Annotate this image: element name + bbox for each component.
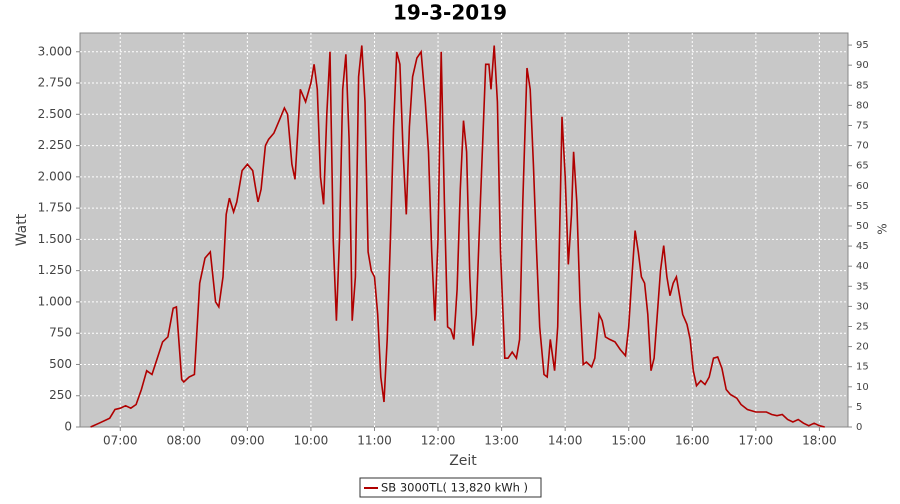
y-axis-label: Watt [14, 213, 30, 246]
x-tick-label: 16:00 [675, 434, 710, 448]
y2-tick-label: 10 [856, 382, 869, 393]
y2-tick-label: 85 [856, 80, 869, 91]
y-tick-label: 500 [49, 357, 72, 371]
chart-title: 19-3-2019 [393, 1, 507, 25]
y-tick-label: 250 [49, 388, 72, 402]
y-tick-label: 750 [49, 326, 72, 340]
y-tick-label: 3.000 [38, 44, 72, 58]
x-tick-label: 09:00 [230, 434, 265, 448]
y2-tick-label: 95 [856, 40, 869, 51]
x-tick-label: 11:00 [357, 434, 392, 448]
x-tick-label: 14:00 [548, 434, 583, 448]
y2-tick-label: 35 [856, 281, 869, 292]
y2-tick-label: 75 [856, 120, 869, 131]
y-tick-label: 1.750 [38, 201, 72, 215]
x-axis-label: Zeit [449, 453, 477, 469]
y-tick-label: 2.000 [38, 169, 72, 183]
y2-tick-label: 60 [856, 181, 869, 192]
y-tick-label: 2.750 [38, 76, 72, 90]
x-tick-label: 08:00 [167, 434, 202, 448]
y2-tick-label: 5 [856, 402, 862, 413]
x-tick-label: 18:00 [802, 434, 837, 448]
line-series [90, 45, 825, 428]
y2-tick-label: 0 [856, 422, 862, 433]
y-tick-label: 2.250 [38, 138, 72, 152]
y-tick-label: 0 [64, 420, 72, 434]
y2-tick-label: 40 [856, 261, 869, 272]
y2-tick-label: 25 [856, 321, 869, 332]
x-tick-label: 17:00 [739, 434, 774, 448]
y-tick-label: 2.500 [38, 107, 72, 121]
y-tick-label: 1.250 [38, 263, 72, 277]
y2-tick-label: 15 [856, 362, 869, 373]
y2-tick-label: 65 [856, 161, 869, 172]
y2-tick-label: 70 [856, 141, 869, 152]
y2-axis-label: % [876, 223, 890, 234]
legend-label: SB 3000TL( 13,820 kWh ) [381, 481, 528, 495]
y-tick-label: 1.500 [38, 232, 72, 246]
x-tick-label: 12:00 [421, 434, 456, 448]
y2-tick-label: 20 [856, 342, 869, 353]
y2-tick-label: 50 [856, 221, 869, 232]
y2-tick-label: 45 [856, 241, 869, 252]
x-tick-label: 10:00 [294, 434, 329, 448]
y2-tick-label: 80 [856, 100, 869, 111]
legend-box [359, 477, 542, 498]
y-tick-label: 1.000 [38, 294, 72, 308]
y2-tick-label: 30 [856, 301, 869, 312]
x-tick-label: 15:00 [611, 434, 646, 448]
x-tick-label: 13:00 [484, 434, 519, 448]
x-tick-label: 07:00 [103, 434, 138, 448]
y2-tick-label: 55 [856, 201, 869, 212]
y2-tick-label: 90 [856, 60, 869, 71]
